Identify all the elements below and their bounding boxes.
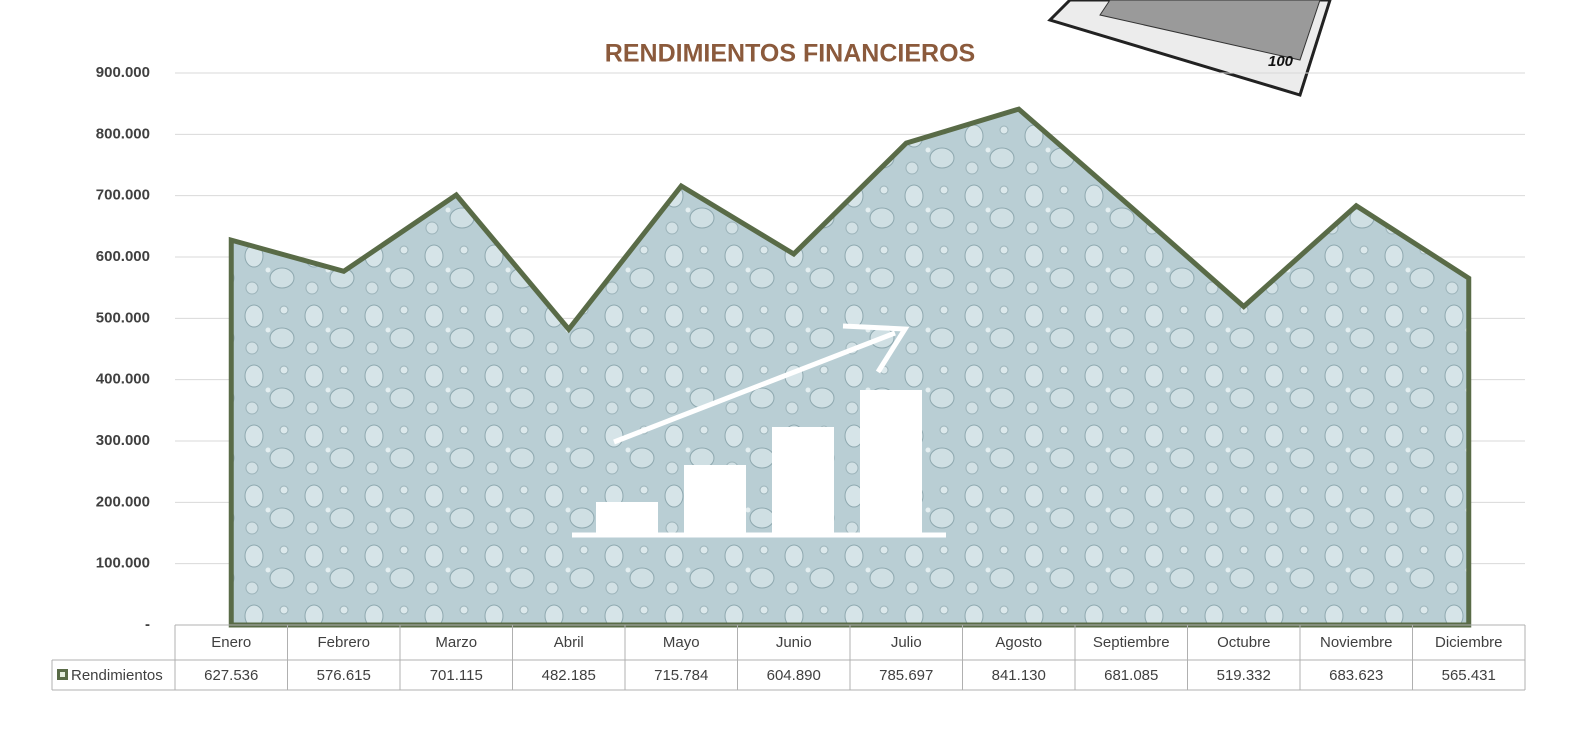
y-tick-label: 300.000 (96, 432, 150, 449)
data-label: 785.697 (879, 667, 933, 684)
data-label: 701.115 (430, 667, 483, 684)
y-tick-label: 400.000 (96, 371, 150, 388)
plot-area: - 100.000 200.000 300.000 400.000 500.000 600.… (51, 64, 1526, 691)
data-label: 604.890 (767, 667, 821, 684)
y-tick-label: 100.000 (96, 555, 150, 572)
y-tick-label: - (145, 616, 150, 633)
x-tick-label: Junio (776, 634, 812, 651)
chart-title: RENDIMIENTOS FINANCIEROS (605, 40, 975, 68)
data-label: 519.332 (1217, 667, 1271, 684)
data-label: 565.431 (1442, 667, 1496, 684)
data-label: 681.085 (1104, 667, 1158, 684)
svg-text:100: 100 (1268, 53, 1294, 70)
area (228, 106, 1472, 628)
data-label: 841.130 (992, 667, 1046, 684)
growth-icon (572, 323, 946, 538)
x-tick-label: Enero (211, 634, 251, 651)
x-tick-label: Octubre (1217, 634, 1270, 651)
x-tick-label: Febrero (317, 634, 370, 651)
money-decoration: 100 (1047, 0, 1332, 97)
legend-key-inner (60, 672, 65, 677)
y-tick-label: 500.000 (96, 309, 150, 326)
x-tick-label: Agosto (995, 634, 1042, 651)
data-label: 683.623 (1329, 667, 1383, 684)
data-label: 627.536 (204, 667, 258, 684)
x-tick-label: Diciembre (1435, 634, 1503, 651)
data-label: 576.615 (317, 667, 371, 684)
data-label: 482.185 (542, 667, 596, 684)
y-tick-label: 700.000 (96, 187, 150, 204)
x-tick-label: Abril (554, 634, 584, 651)
x-tick-label: Marzo (435, 634, 477, 651)
x-tick-label: Julio (891, 634, 922, 651)
x-tick-label: Septiembre (1093, 634, 1170, 651)
y-tick-label: 600.000 (96, 248, 150, 265)
y-tick-label: 200.000 (96, 493, 150, 510)
x-tick-label: Noviembre (1320, 634, 1393, 651)
x-tick-label: Mayo (663, 634, 700, 651)
y-tick-label: 800.000 (96, 125, 150, 142)
data-label: 715.784 (654, 667, 708, 684)
legend-label: Rendimientos (71, 667, 163, 684)
y-tick-label: 900.000 (96, 64, 150, 81)
